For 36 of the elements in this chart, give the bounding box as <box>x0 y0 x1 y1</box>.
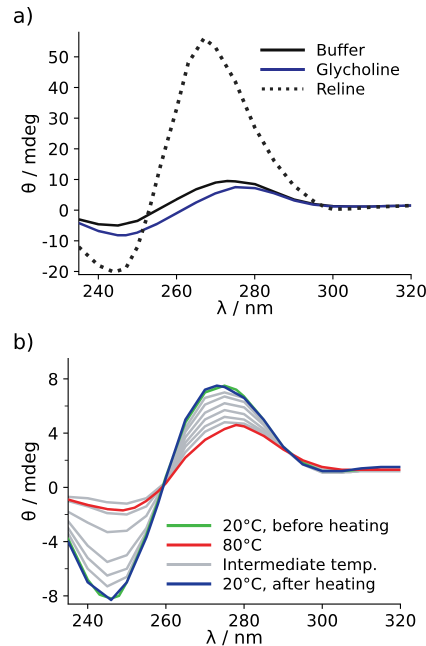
y-tick-label: -10 <box>42 234 68 248</box>
y-tick-label: 40 <box>48 81 68 94</box>
x-tick-label: 240 <box>73 614 103 627</box>
y-tick-label: 50 <box>49 50 68 64</box>
y-axis-title: θ / mdeg <box>21 114 40 193</box>
y-tick-label: 4 <box>48 427 58 440</box>
text: a) <box>14 6 32 26</box>
y-tick-label: 8 <box>48 372 58 386</box>
x-tick-label: 260 <box>162 284 192 298</box>
x-tick-label: 280 <box>229 614 259 627</box>
y-tick-label: 30 <box>49 112 68 125</box>
legend-label: 20°C, after heating <box>224 577 374 593</box>
x-tick-label: 300 <box>318 284 348 298</box>
y-tick-label: -4 <box>42 536 58 548</box>
x-tick-label: 280 <box>240 284 270 298</box>
y-tick-label: 10 <box>50 173 68 186</box>
x-axis-title: λ / nm <box>216 300 272 316</box>
legend-label: Glycholine <box>317 62 400 78</box>
y-tick-label: 0 <box>48 481 58 494</box>
x-tick-label: 300 <box>308 614 338 627</box>
x-tick-label: 240 <box>84 284 114 298</box>
legend-label: Buffer <box>318 43 365 56</box>
legend-label: Reline <box>318 82 364 95</box>
legend-label: 80°C <box>224 538 262 551</box>
y-tick-label: -20 <box>42 265 68 278</box>
y-tick-label: 0 <box>60 204 68 217</box>
x-tick-label: 320 <box>386 614 416 627</box>
x-tick-label: 260 <box>151 614 181 627</box>
legend-label: Intermediate temp. <box>224 558 376 574</box>
text: b) <box>14 333 32 352</box>
x-tick-label: 320 <box>396 284 426 298</box>
x-axis-title: λ / nm <box>206 630 262 646</box>
legend-label: 20°C, before heating <box>224 519 388 534</box>
y-tick-label: 20 <box>49 142 68 156</box>
y-axis-title: θ / mdeg <box>21 442 40 520</box>
y-tick-label: -8 <box>42 590 58 602</box>
